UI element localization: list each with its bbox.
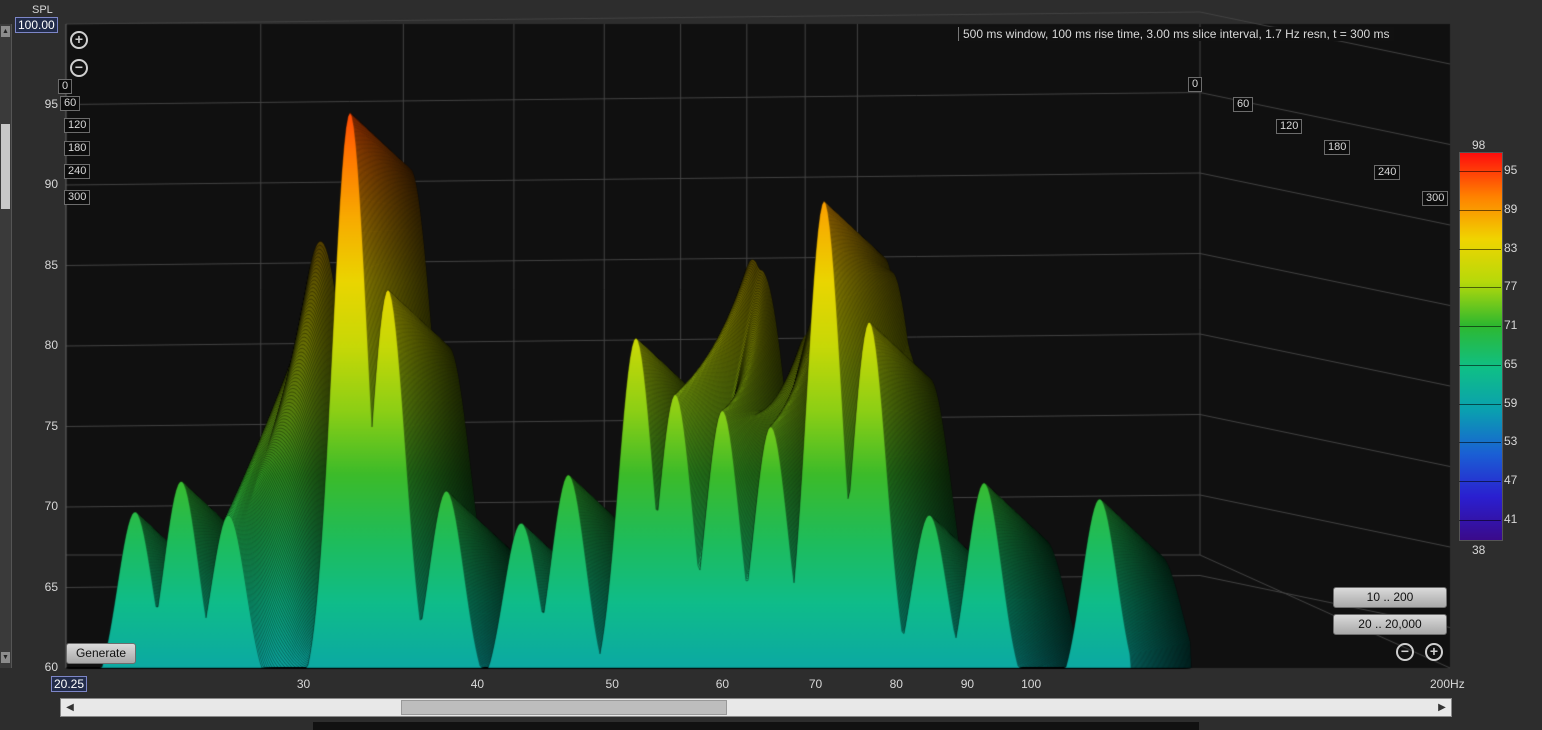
colorbar-tick-label: 83: [1504, 240, 1518, 255]
y-top-value[interactable]: 100.00: [15, 17, 58, 33]
y-tick-label: 95: [44, 96, 58, 111]
x-tick-label: 70: [808, 677, 823, 691]
range-10-200-button[interactable]: 10 .. 200: [1333, 587, 1447, 608]
colorbar-min-label: 38: [1472, 543, 1486, 557]
horizontal-scrollbar[interactable]: ◀ ▶: [60, 698, 1452, 717]
y-axis-label: SPL: [32, 4, 53, 16]
colorbar-tick-label: 65: [1504, 356, 1518, 371]
time-tick-left: 300: [64, 190, 91, 205]
colorbar-tick-mark: [1459, 480, 1501, 482]
colorbar-tick-label: 59: [1504, 395, 1518, 410]
colorbar-tick-mark: [1459, 364, 1501, 366]
time-tick-right: 300: [1422, 191, 1449, 206]
y-tick-label: 75: [44, 418, 58, 433]
scroll-left-icon[interactable]: ◀: [66, 702, 74, 713]
vertical-scroll-thumb[interactable]: [1, 124, 10, 209]
x-tick-label: 60: [715, 677, 730, 691]
scroll-right-icon[interactable]: ▶: [1438, 702, 1446, 713]
time-tick-right: 240: [1374, 165, 1401, 180]
colorbar-max-label: 98: [1472, 138, 1486, 152]
time-tick-left: 0: [58, 79, 73, 94]
colorbar-tick-mark: [1459, 326, 1501, 328]
scroll-up-icon[interactable]: ▲: [1, 26, 10, 37]
x-tick-label: 40: [470, 677, 485, 691]
colorbar-tick-label: 53: [1504, 434, 1518, 449]
colorbar-tick-label: 95: [1504, 163, 1518, 178]
x-tick-label: 80: [889, 677, 903, 691]
colorbar-tick-mark: [1459, 287, 1501, 289]
colorbar-tick-label: 71: [1504, 318, 1518, 333]
time-tick-left: 240: [64, 164, 91, 179]
scroll-down-icon[interactable]: ▼: [1, 652, 10, 663]
x-tick-label: 50: [605, 677, 619, 691]
x-start-value[interactable]: 20.25: [51, 676, 88, 692]
colorbar-tick-mark: [1459, 248, 1501, 250]
colorbar-tick-mark: [1459, 210, 1501, 212]
time-tick-left: 60: [60, 96, 81, 111]
horizontal-scroll-thumb[interactable]: [401, 700, 727, 715]
y-tick-label: 70: [44, 499, 58, 513]
colorbar-tick-label: 77: [1504, 279, 1518, 294]
y-tick-label: 65: [44, 579, 58, 594]
time-tick-left: 180: [64, 141, 91, 156]
range-20-20000-button[interactable]: 20 .. 20,000: [1333, 614, 1447, 635]
colorbar-tick-mark: [1459, 442, 1501, 444]
zoom-in-icon[interactable]: +: [70, 31, 88, 49]
colorbar: [1459, 152, 1503, 541]
time-tick-right: 0: [1188, 77, 1203, 92]
zoom-in-x-icon[interactable]: +: [1425, 643, 1443, 661]
x-tick-label: 90: [960, 677, 975, 691]
x-end-label: 200Hz: [1430, 677, 1465, 691]
time-tick-right: 180: [1324, 140, 1351, 155]
time-tick-right: 120: [1276, 119, 1303, 134]
bottom-panel: [313, 722, 1199, 730]
time-tick-right: 60: [1233, 97, 1254, 112]
vertical-scrollbar[interactable]: ▲ ▼: [0, 24, 12, 668]
chart-title: 500 ms window, 100 ms rise time, 3.00 ms…: [958, 27, 1394, 41]
x-tick-label: 100: [1021, 677, 1042, 691]
colorbar-tick-mark: [1459, 403, 1501, 405]
colorbar-tick-label: 89: [1504, 202, 1518, 217]
y-tick-label: 90: [44, 177, 58, 191]
colorbar-tick-mark: [1459, 519, 1501, 521]
y-tick-label: 80: [44, 338, 58, 352]
y-tick-label: 60: [44, 660, 58, 674]
zoom-out-icon[interactable]: −: [70, 59, 88, 77]
y-tick-label: 85: [44, 257, 58, 272]
zoom-out-x-icon[interactable]: −: [1396, 643, 1414, 661]
x-tick-label: 30: [296, 677, 311, 691]
generate-button[interactable]: Generate: [66, 643, 136, 664]
time-tick-left: 120: [64, 118, 91, 133]
colorbar-tick-label: 47: [1504, 472, 1518, 487]
colorbar-tick-label: 41: [1504, 511, 1518, 526]
colorbar-tick-mark: [1459, 171, 1501, 173]
